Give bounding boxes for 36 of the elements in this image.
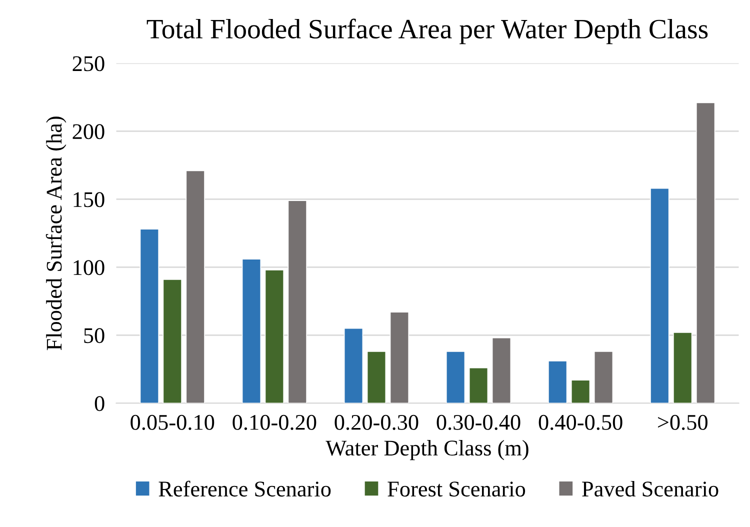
bar [570,380,590,404]
x-tick-label: >0.50 [658,414,708,430]
y-tick-label: 250 [72,56,104,72]
bar [696,102,716,404]
y-tick-label: 200 [72,124,104,140]
legend-label: Paved Scenario [582,480,718,497]
legend-label: Forest Scenario [388,482,526,497]
bar [548,360,568,404]
y-tick-label: 100 [74,260,104,276]
bar [344,328,364,404]
bar [264,269,284,404]
x-tick-label: 0.30-0.40 [436,414,520,430]
legend-label: Reference Scenario [158,480,331,497]
bar [492,337,512,404]
bar [186,170,205,404]
bar [162,279,182,404]
chart-title: Total Flooded Surface Area per Water Depth Class [146,18,708,44]
bar [242,258,262,404]
y-tick-label: 50 [84,328,104,344]
bar [390,312,410,404]
y-tick-label: 150 [74,192,104,208]
bar [594,351,614,404]
bar [446,351,466,404]
bar [650,188,670,404]
bar [288,200,307,404]
y-axis-title: Flooded Surface Area (ha) [46,116,66,350]
x-tick-label: 0.05-0.10 [130,414,214,430]
bar [673,332,692,404]
x-tick-label: 0.20-0.30 [334,414,418,430]
bar [366,351,386,404]
x-tick-label: 0.40-0.50 [538,414,622,430]
bar [468,367,488,404]
x-axis-title: Water Depth Class (m) [326,440,528,460]
bar [140,228,160,404]
y-tick-label: 0 [94,396,104,412]
x-tick-label: 0.10-0.20 [232,414,316,430]
